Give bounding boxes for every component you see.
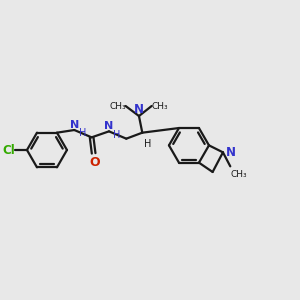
Text: H: H (113, 130, 121, 140)
Text: H: H (144, 139, 152, 149)
Text: N: N (70, 120, 79, 130)
Text: N: N (226, 146, 236, 159)
Text: Cl: Cl (2, 143, 15, 157)
Text: CH₃: CH₃ (109, 101, 126, 110)
Text: N: N (104, 121, 114, 131)
Text: CH₃: CH₃ (231, 170, 247, 179)
Text: O: O (89, 156, 100, 169)
Text: N: N (134, 103, 144, 116)
Text: CH₃: CH₃ (152, 101, 168, 110)
Text: H: H (79, 128, 86, 138)
